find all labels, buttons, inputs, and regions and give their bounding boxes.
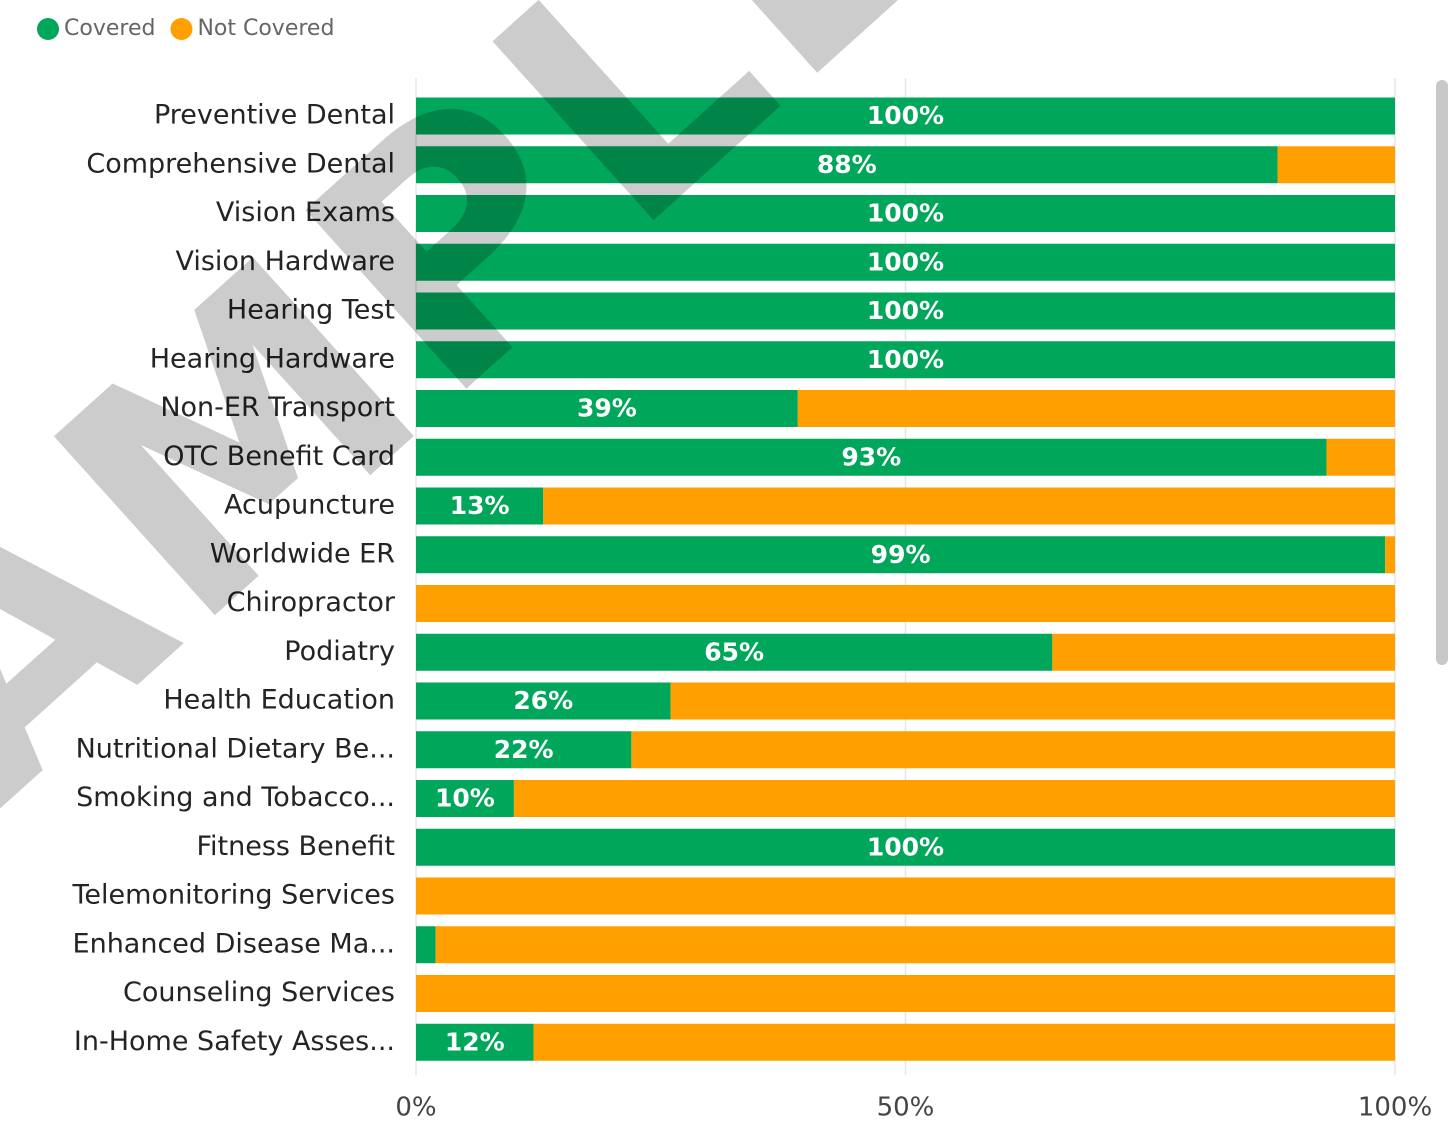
bar-segment	[1052, 633, 1395, 671]
y-tick-label: OTC Benefit Card	[163, 441, 395, 472]
legend-swatch	[170, 18, 193, 40]
y-tick-label: Comprehensive Dental	[86, 148, 395, 179]
y-tick-label: In-Home Safety Asses...	[74, 1026, 395, 1057]
bar-segment	[797, 390, 1395, 427]
bar-segment	[416, 195, 1395, 232]
data-label: 100%	[867, 345, 944, 374]
bar-segment	[1385, 536, 1395, 574]
bar-segment	[435, 926, 1396, 964]
scrollbar[interactable]	[1436, 80, 1448, 665]
bar-segment	[416, 487, 544, 525]
bar-segment	[416, 633, 1053, 671]
y-tick-label: Vision Hardware	[175, 246, 395, 277]
y-tick-label: Non-ER Transport	[160, 392, 395, 423]
bar-segment	[1326, 438, 1395, 476]
legend-label: Not Covered	[197, 16, 334, 41]
bar-segment	[416, 292, 1395, 330]
bar-segment	[416, 731, 632, 769]
data-label: 39%	[577, 394, 637, 423]
bar-segment	[416, 877, 1395, 915]
bar-segment	[416, 926, 436, 964]
y-tick-label: Worldwide ER	[210, 538, 395, 569]
x-tick-label: 50%	[877, 1093, 935, 1123]
data-label: 93%	[841, 442, 901, 471]
bar-segment	[1277, 146, 1395, 184]
y-tick-label: Preventive Dental	[154, 100, 395, 131]
y-tick-label: Telemonitoring Services	[72, 880, 395, 911]
legend-label: Covered	[64, 16, 155, 41]
data-label: 100%	[867, 247, 944, 276]
y-tick-label: Nutritional Dietary Be...	[76, 733, 395, 764]
bar-segment	[416, 243, 1395, 281]
bar-segment	[533, 1023, 1395, 1061]
bar-segment	[416, 146, 1278, 184]
data-label: 22%	[494, 735, 554, 764]
y-tick-label: Smoking and Tobacco...	[76, 782, 395, 813]
y-tick-label: Counseling Services	[123, 977, 395, 1008]
x-tick-label: 100%	[1358, 1093, 1432, 1123]
bar-segment	[416, 975, 1395, 1012]
data-label: 26%	[513, 686, 573, 715]
data-label: 100%	[867, 199, 944, 228]
data-label: 99%	[871, 540, 931, 569]
data-label: 12%	[445, 1027, 505, 1056]
data-label: 100%	[867, 101, 944, 130]
y-tick-label: Chiropractor	[227, 587, 396, 618]
bar-segment	[416, 341, 1395, 379]
data-label: 100%	[867, 832, 944, 861]
y-tick-label: Hearing Hardware	[150, 343, 395, 374]
bar-segment	[416, 97, 1395, 135]
bar-segment	[416, 780, 514, 817]
bar-segment	[416, 438, 1327, 476]
y-tick-label: Vision Exams	[216, 197, 395, 228]
bar-segment	[670, 682, 1395, 720]
y-tick-label: Hearing Test	[227, 295, 395, 326]
bar-segment	[416, 1023, 534, 1061]
bar-segment	[416, 828, 1395, 866]
y-tick-label: Fitness Benefit	[196, 831, 395, 862]
bar-segment	[416, 585, 1395, 622]
bar-segment	[631, 731, 1395, 769]
bar-segment	[513, 780, 1395, 817]
data-label: 88%	[817, 150, 877, 179]
data-label: 100%	[867, 296, 944, 325]
data-label: 10%	[435, 784, 495, 813]
bar-segment	[543, 487, 1395, 525]
bar-segment	[416, 682, 671, 720]
y-tick-label: Podiatry	[284, 636, 395, 667]
x-tick-label: 0%	[395, 1093, 436, 1123]
y-tick-label: Enhanced Disease Ma...	[73, 928, 395, 959]
bar-segment	[416, 536, 1386, 574]
y-tick-label: Health Education	[163, 685, 395, 716]
data-label: 13%	[450, 491, 510, 520]
data-label: 65%	[704, 637, 764, 666]
y-tick-label: Acupuncture	[224, 490, 395, 521]
bar-segment	[416, 390, 798, 427]
legend-swatch	[37, 18, 59, 40]
